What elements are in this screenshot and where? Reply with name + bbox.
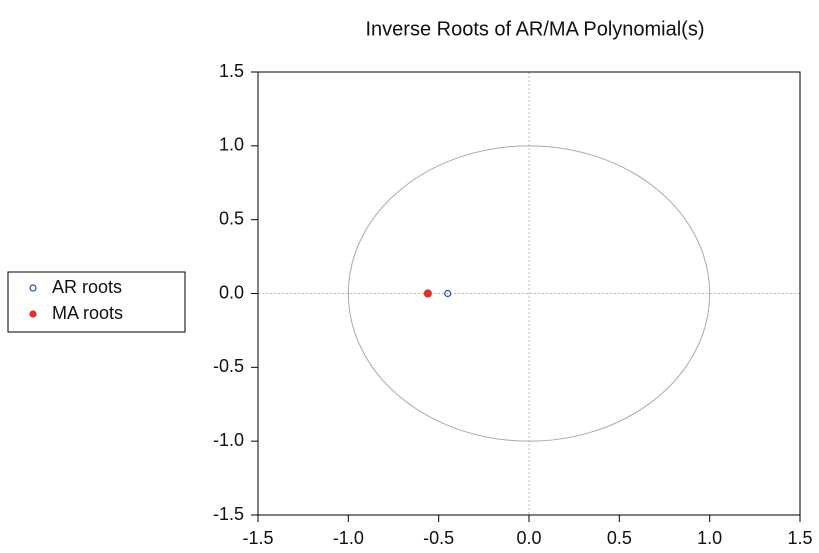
x-tick-label: 0.5 — [607, 528, 632, 548]
root-point — [444, 289, 452, 298]
legend-box — [7, 271, 186, 333]
legend-label: AR roots — [52, 277, 122, 297]
chart-title: Inverse Roots of AR/MA Polynomial(s) — [365, 18, 704, 40]
legend-label: MA roots — [52, 303, 123, 323]
x-tick-label: 0.0 — [516, 528, 541, 548]
legend-marker — [29, 284, 37, 292]
x-tick-label: 1.5 — [787, 528, 812, 548]
y-tick-label: -1.5 — [213, 504, 244, 524]
x-tick-label: -0.5 — [423, 528, 454, 548]
x-tick-label: -1.0 — [333, 528, 364, 548]
x-tick-label: 1.0 — [697, 528, 722, 548]
y-tick-label: -0.5 — [213, 356, 244, 376]
root-point — [423, 289, 432, 298]
x-tick-label: -1.5 — [242, 528, 273, 548]
y-tick-label: -1.0 — [213, 430, 244, 450]
y-tick-label: 1.0 — [219, 135, 244, 155]
unit-circle — [347, 145, 711, 442]
y-tick-label: 1.5 — [219, 61, 244, 81]
legend-marker — [29, 310, 37, 318]
y-tick-label: 0.0 — [219, 282, 244, 302]
y-tick-label: 0.5 — [219, 208, 244, 228]
